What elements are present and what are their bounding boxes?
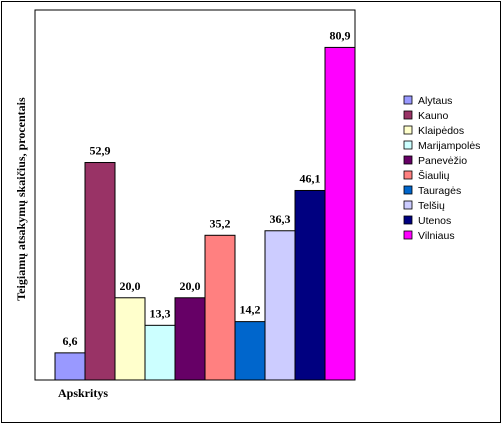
value-label-kauno: 52,9 — [90, 144, 111, 158]
legend: Alytaus Kauno Klaipėdos Marijampolės Panevėž… — [398, 92, 486, 252]
bar-marijampoles — [144, 324, 176, 381]
bar-vilniaus — [324, 46, 356, 381]
legend-swatch-taurages — [403, 185, 413, 195]
legend-swatch-alytaus — [403, 95, 413, 105]
value-label-panevezio: 20,0 — [180, 279, 201, 293]
value-label-vilniaus: 80,9 — [330, 28, 351, 42]
y-axis-title: Teigiamų atsakymų skaičius, procentais — [14, 97, 28, 301]
value-label-taurages: 14,2 — [240, 303, 261, 317]
legend-label-utenos: Utenos — [418, 215, 451, 227]
bar-taurages — [234, 321, 266, 381]
value-label-utenos: 46,1 — [300, 171, 321, 185]
value-label-siauliu: 35,2 — [210, 216, 231, 230]
bar-panevezio — [174, 297, 206, 381]
bar-utenos — [294, 189, 326, 381]
value-label-alytaus: 6,6 — [63, 334, 78, 348]
x-axis-title: Apskritys — [58, 386, 108, 400]
legend-swatch-utenos — [403, 215, 413, 225]
legend-label-alytaus: Alytaus — [418, 95, 452, 107]
legend-label-panevezio: Panevėžio — [418, 155, 467, 167]
legend-label-marijampoles: Marijampolės — [418, 140, 480, 152]
bars-group — [54, 46, 356, 381]
legend-label-kauno: Kauno — [418, 110, 449, 122]
bar-kauno — [84, 162, 116, 381]
legend-label-klaipedos: Klaipėdos — [418, 125, 464, 137]
legend-swatch-marijampoles — [403, 140, 413, 150]
legend-label-telsiu: Telšių — [418, 200, 445, 212]
legend-swatch-panevezio — [403, 155, 413, 165]
legend-label-vilniaus: Vilniaus — [418, 230, 455, 242]
bar-telsiu — [264, 230, 296, 381]
bar-klaipedos — [114, 297, 146, 381]
value-label-klaipedos: 20,0 — [120, 279, 141, 293]
bar-alytaus — [54, 352, 86, 381]
legend-label-siauliu: Šiaulių — [418, 169, 450, 182]
value-label-telsiu: 36,3 — [270, 212, 291, 226]
legend-box — [398, 92, 486, 252]
legend-label-taurages: Tauragės — [418, 185, 461, 197]
legend-swatch-klaipedos — [403, 125, 413, 135]
value-labels-group: 6,6 52,9 20,0 13,3 20,0 35,2 14,2 36,3 46,1 80,9 — [63, 28, 351, 347]
legend-swatch-kauno — [403, 110, 413, 120]
bar-siauliu — [204, 234, 236, 381]
legend-swatch-vilniaus — [403, 230, 413, 240]
legend-swatch-telsiu — [403, 200, 413, 210]
value-label-marijampoles: 13,3 — [150, 306, 171, 320]
legend-swatch-siauliu — [403, 170, 413, 180]
